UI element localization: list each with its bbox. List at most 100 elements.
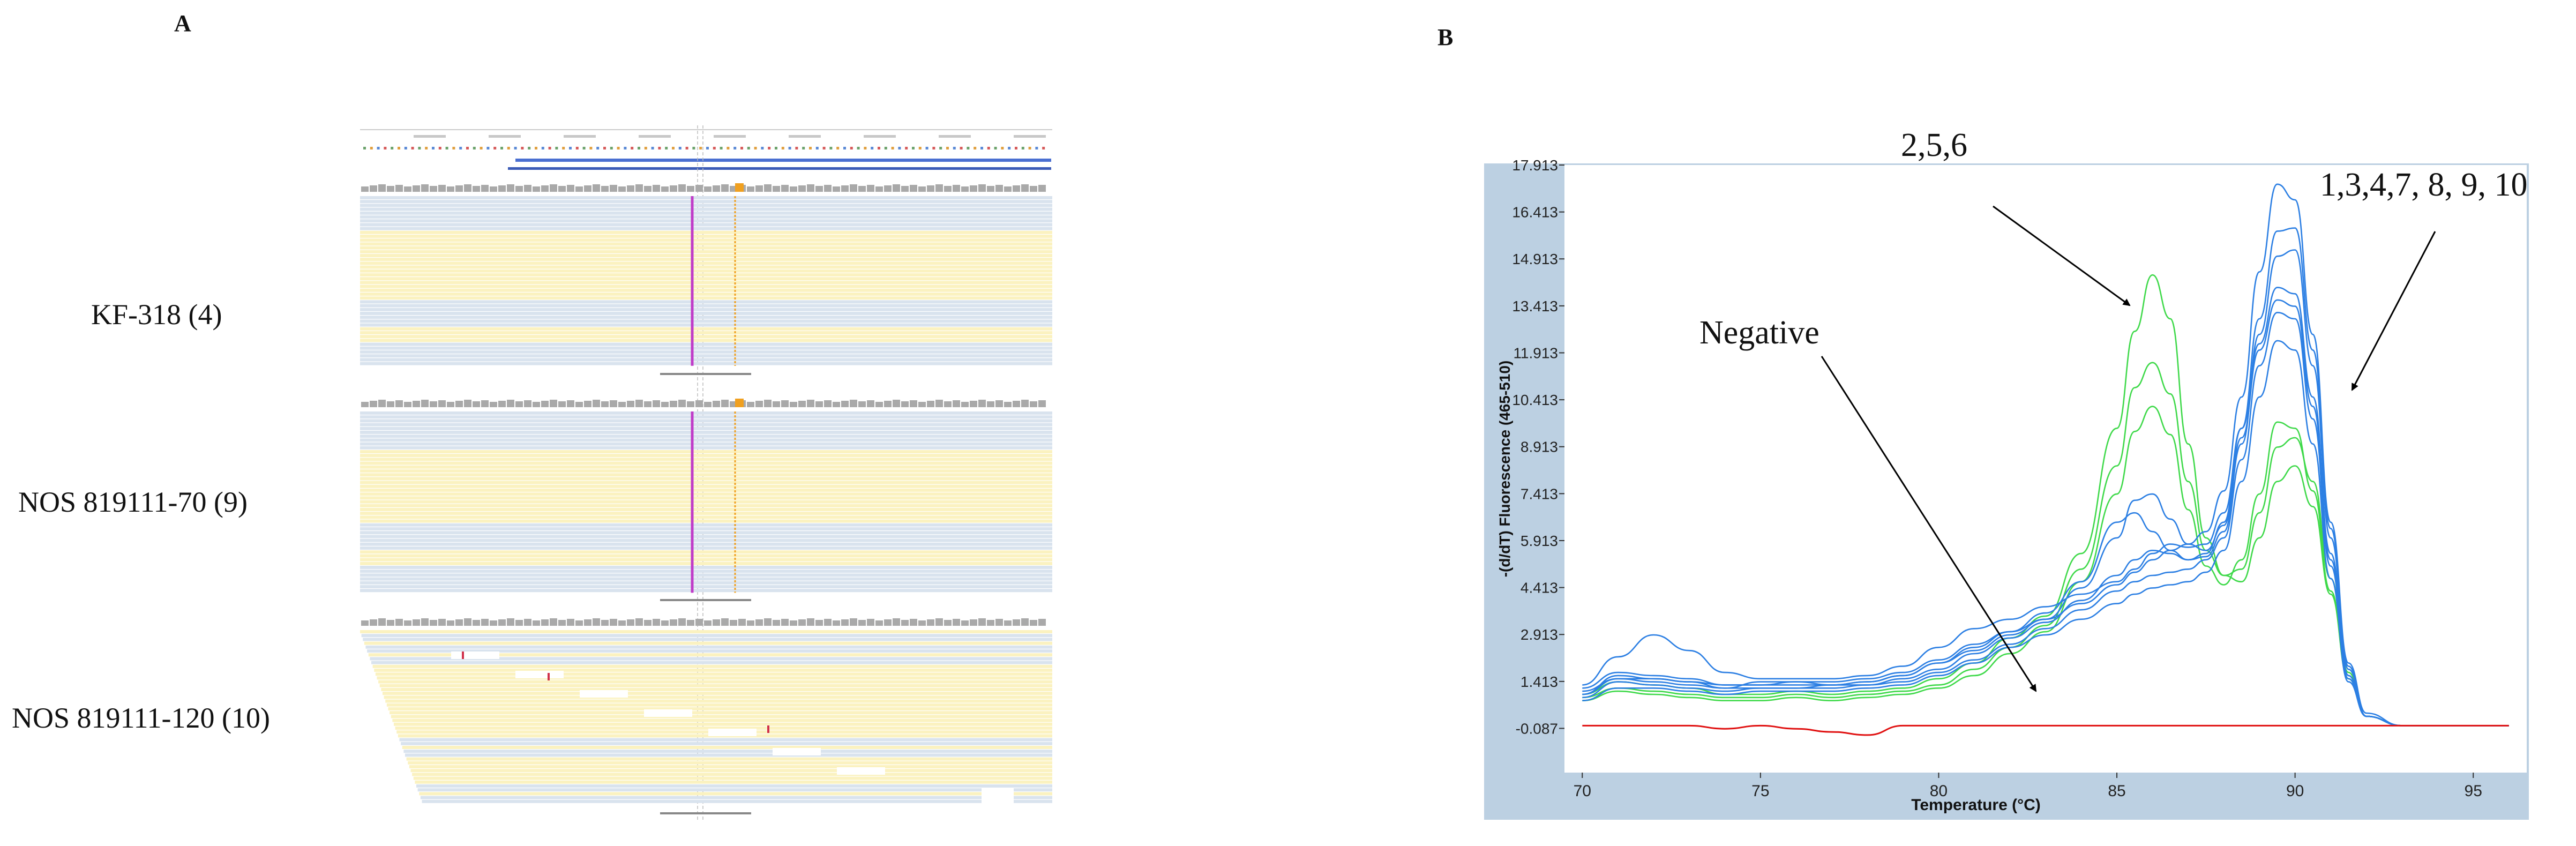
igv-coverage-bar bbox=[713, 619, 720, 626]
igv-reference-base bbox=[452, 147, 455, 149]
igv-reference-base bbox=[788, 147, 791, 149]
igv-coverage-bar bbox=[875, 620, 883, 626]
igv-read bbox=[360, 269, 1052, 273]
igv-reference-base bbox=[878, 147, 880, 149]
igv-read bbox=[360, 319, 1052, 323]
igv-ruler-tick bbox=[564, 135, 596, 138]
igv-coverage-bar bbox=[961, 620, 969, 626]
igv-coverage-bar bbox=[404, 186, 411, 192]
igv-coverage-bar bbox=[893, 618, 900, 626]
igv-reference-base bbox=[418, 147, 421, 149]
igv-reference-base bbox=[473, 147, 476, 149]
igv-coverage-bar bbox=[473, 620, 480, 626]
igv-coverage-bar bbox=[507, 618, 514, 626]
igv-ruler-tick bbox=[864, 135, 896, 138]
igv-coverage-bar bbox=[824, 185, 832, 192]
igv-read bbox=[360, 446, 1052, 450]
igv-coverage-bar bbox=[1021, 618, 1029, 626]
igv-coverage-bar bbox=[421, 184, 429, 192]
igv-reference-base bbox=[672, 147, 675, 149]
igv-reference-base bbox=[363, 147, 366, 149]
igv-coverage-bar bbox=[730, 186, 737, 192]
igv-read bbox=[406, 757, 1052, 761]
igv-read bbox=[360, 219, 1052, 223]
igv-reference-base bbox=[1008, 147, 1011, 149]
igv-read bbox=[360, 508, 1052, 511]
igv-read bbox=[360, 215, 1052, 219]
igv-reference-base bbox=[733, 147, 737, 149]
igv-coverage-bar bbox=[533, 402, 540, 407]
igv-read bbox=[399, 738, 1052, 742]
series-line-9 bbox=[1582, 311, 2509, 727]
igv-reference-base bbox=[699, 147, 702, 149]
igv-ruler-tick bbox=[1014, 135, 1046, 138]
igv-coverage-bar bbox=[378, 184, 386, 192]
igv-coverage-bar bbox=[395, 185, 403, 192]
igv-read bbox=[374, 669, 1052, 672]
igv-read bbox=[360, 477, 1052, 481]
series-line-2 bbox=[1582, 274, 2509, 727]
igv-coverage-bar bbox=[730, 401, 737, 407]
igv-reference-base bbox=[555, 147, 558, 149]
igv-read bbox=[360, 561, 1052, 565]
y-tick-label: 2.913 bbox=[1521, 626, 1558, 643]
igv-read bbox=[360, 312, 1052, 315]
igv-read bbox=[360, 358, 1052, 362]
igv-coverage-bar bbox=[875, 186, 883, 192]
igv-reference-base bbox=[939, 147, 942, 149]
igv-coverage-bar bbox=[661, 402, 669, 407]
igv-reference-base bbox=[740, 147, 743, 149]
igv-coverage-bar bbox=[687, 186, 694, 192]
y-axis-title: -(d/dT) Fluorescence (465-510) bbox=[1496, 361, 1513, 578]
y-tick-label: 5.913 bbox=[1521, 533, 1558, 549]
igv-read bbox=[360, 227, 1052, 230]
igv-read bbox=[360, 542, 1052, 546]
igv-coverage-bar bbox=[464, 184, 471, 192]
igv-reference-base bbox=[521, 147, 524, 149]
igv-read bbox=[360, 230, 1052, 234]
igv-read bbox=[392, 718, 1052, 722]
igv-read-gap bbox=[515, 671, 564, 678]
igv-coverage-bar bbox=[464, 618, 471, 626]
igv-coverage-bar bbox=[721, 618, 729, 626]
igv-coverage-bar bbox=[593, 400, 600, 407]
igv-reference-base bbox=[727, 147, 730, 149]
igv-coverage-bar bbox=[747, 620, 754, 626]
igv-reference-base bbox=[480, 147, 483, 149]
igv-coverage-bar bbox=[953, 185, 960, 192]
igv-coverage-bar bbox=[841, 401, 849, 407]
igv-read bbox=[360, 566, 1052, 569]
igv-reference-base bbox=[651, 147, 654, 149]
igv-read bbox=[360, 438, 1052, 442]
igv-coverage-bar bbox=[473, 186, 480, 192]
igv-coverage-bar bbox=[618, 620, 626, 626]
igv-reference-base bbox=[974, 147, 977, 149]
igv-read bbox=[360, 431, 1052, 434]
igv-coverage-bar bbox=[490, 402, 497, 407]
igv-reference-base bbox=[747, 147, 750, 149]
igv-sample-block bbox=[360, 399, 1052, 601]
y-tick-label: 16.413 bbox=[1512, 204, 1558, 221]
igv-coverage-bar bbox=[490, 620, 497, 626]
x-axis-title: Temperature (°C) bbox=[1911, 796, 2040, 814]
igv-coverage-bar bbox=[858, 620, 866, 626]
igv-read bbox=[391, 715, 1052, 718]
igv-coverage-bar bbox=[464, 400, 471, 407]
igv-coverage-bar bbox=[584, 401, 591, 407]
igv-coverage-bar bbox=[1038, 400, 1046, 407]
igv-read bbox=[419, 792, 1052, 796]
igv-coverage-bar bbox=[550, 184, 557, 192]
igv-coverage-bar bbox=[498, 185, 506, 192]
igv-coverage-bar bbox=[395, 400, 403, 407]
igv-coverage-bar bbox=[610, 619, 617, 626]
igv-read bbox=[360, 458, 1052, 461]
igv-read bbox=[360, 238, 1052, 242]
igv-reference-base bbox=[802, 147, 805, 149]
igv-read bbox=[360, 573, 1052, 577]
igv-coverage-bar bbox=[1030, 401, 1037, 407]
igv-coverage-bar bbox=[755, 619, 763, 626]
igv-read bbox=[360, 323, 1052, 327]
igv-coverage-bar bbox=[515, 186, 523, 192]
igv-read bbox=[360, 558, 1052, 561]
igv-read bbox=[360, 415, 1052, 419]
